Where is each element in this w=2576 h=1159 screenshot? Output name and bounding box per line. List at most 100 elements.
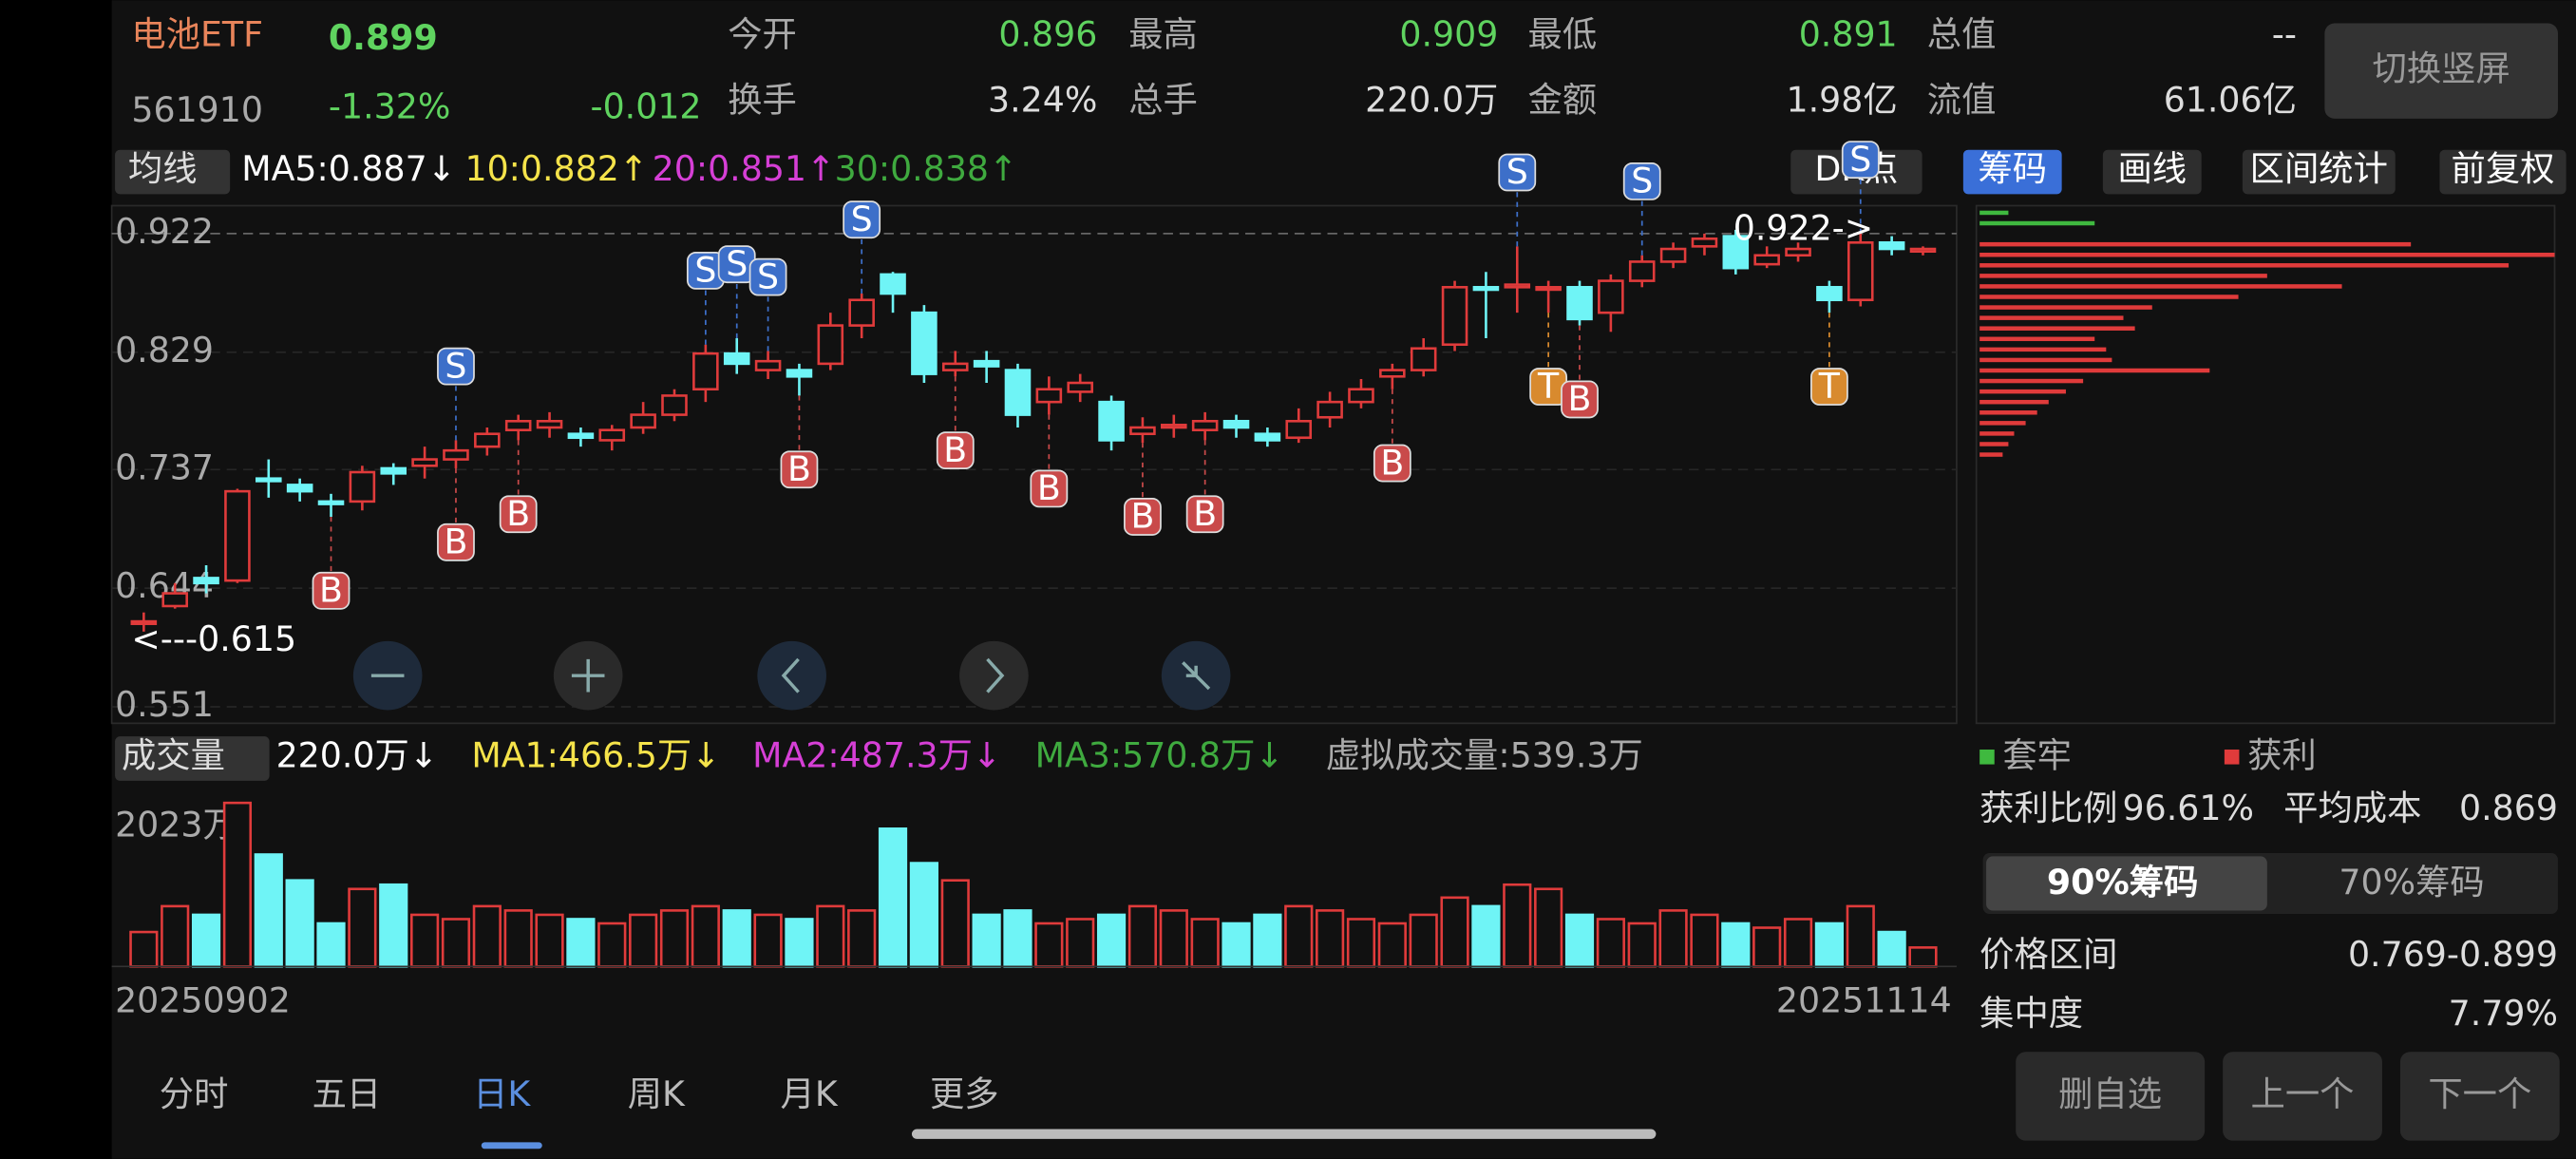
tool-button[interactable] [2242,149,2396,195]
chip-bar [1979,252,2555,257]
candle-body [1035,388,1063,404]
volume-bar [847,909,877,968]
volume-bar [1284,904,1314,968]
tool-button[interactable] [1962,149,2062,195]
volume-bar [1471,904,1501,968]
ma-selector[interactable] [115,149,231,195]
chip-bar [1979,442,2009,446]
tab[interactable]: 月K [781,1074,839,1114]
candle-body [567,432,595,440]
stat-label: 换手 [728,80,797,121]
y-tick-label: 2023万 [115,804,237,845]
volume-bar [1627,922,1657,968]
volume-bar [878,827,908,968]
ma-selector-label[interactable]: 均线 [128,148,198,189]
conc-value: 7.79% [2449,993,2558,1034]
conc-label: 集中度 [1979,993,2083,1034]
signal-badge [499,495,538,534]
high-annotation: 0.922-> [1733,207,1873,248]
chip-tab[interactable]: 90%筹码 [2047,862,2199,902]
chip-tab-active[interactable] [1986,856,2267,911]
candle-body [1878,241,1905,251]
volume-bar [1503,883,1532,968]
tab[interactable]: 日K [473,1074,531,1114]
volume-bar [1066,918,1095,968]
action-button[interactable] [2399,1052,2560,1141]
volume-bar [659,909,690,968]
prev[interactable] [757,640,826,711]
action-label[interactable]: 下一个 [2428,1074,2531,1114]
action-button[interactable] [2223,1052,2382,1141]
y-tick-label: 0.829 [115,330,214,370]
side-strip [0,0,112,1159]
legend-trapped: 套牢 [2002,735,2072,776]
control-icons [370,657,1211,694]
action-label[interactable]: 上一个 [2251,1074,2355,1114]
tab[interactable]: 分时 [160,1074,229,1114]
volume-bar [1377,922,1407,968]
candle-body [443,448,469,461]
chip-tab[interactable]: 70%筹码 [2339,862,2484,902]
chip-bar [1979,294,2239,299]
volume-bar [1783,918,1813,968]
profit-label: 获利比例 [1979,788,2117,828]
tool-button[interactable] [2102,149,2202,195]
start-date: 20250902 [115,979,291,1020]
candle-body [1598,279,1624,314]
stats: 今开 0.896 最高 0.909 最低 0.891 总值 -- 换手 3.24% 总手 220.0万… [728,13,2297,120]
chip-bar [1979,263,2510,268]
candle-body [1722,235,1750,270]
action-button[interactable] [2016,1052,2206,1141]
tab[interactable]: 五日 [313,1074,382,1114]
stat-value: 0.891 [1799,13,1898,54]
volume-bar [753,913,783,968]
volume-title[interactable]: 成交量 [122,735,225,776]
volume-bar [379,883,408,968]
signal-label: B [319,570,343,611]
tool-label[interactable]: 画线 [2117,148,2187,189]
action-label[interactable]: 删自选 [2058,1074,2162,1114]
next[interactable] [959,640,1029,711]
volume-bar [1316,909,1345,968]
chart-controls [352,640,1231,711]
orientation-label[interactable]: 切换竖屏 [2373,48,2510,89]
orientation-button[interactable] [2324,23,2558,119]
chip-bar [1979,220,2095,226]
tool-label[interactable]: 前复权 [2452,148,2555,189]
candle-body [1191,419,1219,431]
candle-body [911,311,938,375]
volume-bar [1752,926,1782,968]
signal-label: B [1037,467,1061,508]
stat-value: 61.06亿 [2164,80,2297,121]
volume-bar [1690,913,1719,968]
candle-body [598,428,626,442]
tab[interactable]: 周K [628,1074,686,1114]
tab[interactable]: 更多 [930,1074,999,1114]
volume-bar [1534,887,1563,968]
volume-chart: 2023万 [111,801,1957,968]
legend-profit: 获利 [2247,735,2317,776]
candle-body [504,419,532,431]
chip-bar [1979,326,2135,331]
tool-label[interactable]: 筹码 [1978,148,2047,189]
tool-button[interactable] [2439,149,2567,195]
signal-label: S [851,199,873,239]
chip-bar [1979,347,2107,352]
candle-body [723,352,750,366]
candle-body [1348,388,1374,404]
vol-ma3: MA3:570.8万↓ [1035,735,1284,776]
candle-body [1504,283,1531,289]
legend-swatch [1979,750,1995,765]
tool-label[interactable]: 区间统计 [2250,148,2388,189]
volume-bar [1034,922,1064,968]
candle-body [754,359,782,371]
y-tick-label: 0.551 [115,684,214,725]
volume-bar [972,913,1001,968]
volume-selector[interactable] [115,736,270,781]
signal-label: B [1193,493,1217,534]
volume-bar [1721,922,1751,968]
signal-badge [1498,153,1537,192]
ma10: 10:0.882↑ [464,148,648,189]
